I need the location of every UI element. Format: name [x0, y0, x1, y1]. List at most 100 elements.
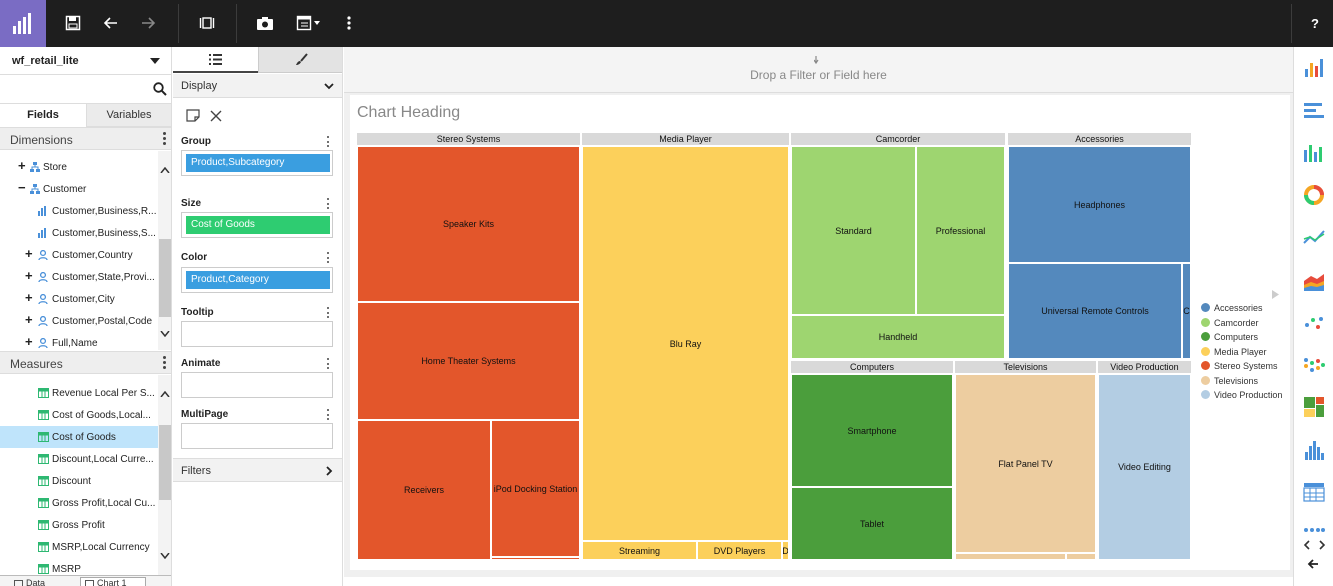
- legend-item[interactable]: Accessories: [1201, 303, 1263, 313]
- search-icon[interactable]: [153, 82, 167, 96]
- pie-chart-icon[interactable]: [1302, 183, 1326, 207]
- measure-item[interactable]: Discount,Local Curre...: [0, 448, 158, 470]
- chart-types-next-icon[interactable]: [1318, 540, 1326, 550]
- treemap-cell[interactable]: DVD Players: [697, 541, 782, 560]
- tab-query[interactable]: [173, 47, 258, 73]
- multipage-menu-icon[interactable]: [327, 409, 330, 420]
- more-chart-types-icon[interactable]: [1302, 525, 1326, 535]
- clear-icon[interactable]: [210, 110, 222, 122]
- dimensions-menu-icon[interactable]: [163, 132, 166, 145]
- treemap-cell[interactable]: Headphones: [1008, 146, 1191, 263]
- measure-item[interactable]: Cost of Goods,Local...: [0, 404, 158, 426]
- legend-item[interactable]: Stereo Systems: [1201, 361, 1278, 371]
- tree-item[interactable]: + Full,Name: [0, 332, 158, 351]
- tree-item[interactable]: + Customer,Postal,Code: [0, 310, 158, 332]
- treemap-cell[interactable]: [1066, 553, 1096, 560]
- more-options-icon[interactable]: [336, 10, 362, 36]
- treemap-cell[interactable]: [955, 553, 1066, 560]
- camera-icon[interactable]: [252, 10, 278, 36]
- measure-item[interactable]: MSRP: [0, 558, 158, 575]
- filter-drop-zone[interactable]: Drop a Filter or Field here: [344, 47, 1293, 93]
- tab-chart-1[interactable]: Chart 1: [80, 577, 146, 586]
- tooltip-menu-icon[interactable]: [327, 307, 330, 318]
- group-drop-zone[interactable]: Product,Subcategory: [181, 150, 333, 176]
- scroll-down-icon[interactable]: [160, 331, 170, 337]
- tooltip-drop-zone[interactable]: [181, 321, 333, 347]
- dimensions-scrollbar[interactable]: [158, 151, 171, 350]
- treemap-cell[interactable]: D: [782, 541, 789, 560]
- datasource-selector[interactable]: wf_retail_lite: [0, 47, 171, 75]
- measure-item[interactable]: Cost of Goods: [0, 426, 158, 448]
- undo-icon[interactable]: [98, 10, 124, 36]
- measure-item[interactable]: Gross Profit,Local Cu...: [0, 492, 158, 514]
- grid-table-icon[interactable]: [1302, 480, 1326, 504]
- measure-item[interactable]: Discount: [0, 470, 158, 492]
- treemap-cell[interactable]: iPod Docking Station: [491, 420, 580, 557]
- stacked-column-icon[interactable]: [1302, 140, 1326, 164]
- redo-icon[interactable]: [135, 10, 161, 36]
- group-menu-icon[interactable]: [327, 136, 330, 147]
- bar-chart-icon[interactable]: [1302, 99, 1326, 123]
- field-search-input[interactable]: [0, 76, 171, 102]
- scroll-up-icon[interactable]: [160, 167, 170, 173]
- treemap-cell[interactable]: C: [1182, 263, 1191, 359]
- treemap-cell[interactable]: Home Theater Systems: [357, 302, 580, 420]
- animate-drop-zone[interactable]: [181, 372, 333, 398]
- chart-heading[interactable]: Chart Heading: [357, 104, 461, 121]
- tree-item[interactable]: Customer,Business,R...: [0, 200, 158, 222]
- tree-item[interactable]: + Customer,City: [0, 288, 158, 310]
- treemap-cell[interactable]: Speaker Kits: [357, 146, 580, 302]
- dimensions-header[interactable]: Dimensions: [0, 127, 171, 150]
- measure-item[interactable]: MSRP,Local Currency: [0, 536, 158, 558]
- measures-scroll-thumb[interactable]: [159, 425, 171, 500]
- legend-item[interactable]: Camcorder: [1201, 317, 1259, 328]
- treemap-cell[interactable]: Smartphone: [791, 374, 953, 487]
- help-button[interactable]: ?: [1311, 15, 1319, 31]
- size-drop-zone[interactable]: Cost of Goods: [181, 212, 333, 238]
- treemap-cell[interactable]: Receivers: [357, 420, 491, 560]
- tab-variables[interactable]: Variables: [86, 103, 171, 127]
- multipage-drop-zone[interactable]: [181, 423, 333, 449]
- expand-icon[interactable]: +: [25, 312, 33, 327]
- color-menu-icon[interactable]: [327, 252, 330, 263]
- treemap-chart-icon[interactable]: [1302, 395, 1326, 419]
- measures-menu-icon[interactable]: [163, 356, 166, 369]
- treemap-cell[interactable]: Tablet: [791, 487, 953, 560]
- dimensions-scroll-thumb[interactable]: [159, 239, 171, 317]
- collapse-icon[interactable]: −: [18, 180, 26, 195]
- tab-format[interactable]: [258, 47, 342, 73]
- chart-types-prev-icon[interactable]: [1303, 540, 1311, 550]
- legend-item[interactable]: Video Production: [1201, 390, 1282, 400]
- tree-item[interactable]: + Customer,Country: [0, 244, 158, 266]
- animate-menu-icon[interactable]: [327, 358, 330, 369]
- tab-data[interactable]: Data: [14, 578, 45, 586]
- treemap-cell[interactable]: Handheld: [791, 315, 1005, 359]
- scroll-down-icon[interactable]: [160, 553, 170, 559]
- treemap-cell[interactable]: Standard: [791, 146, 916, 315]
- measure-item[interactable]: Revenue Local Per S...: [0, 382, 158, 404]
- legend-item[interactable]: Media Player: [1201, 346, 1267, 357]
- group-field-pill[interactable]: Product,Subcategory: [186, 154, 330, 172]
- histogram-icon[interactable]: [1302, 438, 1326, 462]
- line-chart-icon[interactable]: [1302, 225, 1326, 249]
- treemap-cell[interactable]: Professional: [916, 146, 1005, 315]
- chart-options-dropdown-icon[interactable]: [294, 10, 324, 36]
- treemap-cell[interactable]: Blu Ray: [582, 146, 789, 541]
- measures-header[interactable]: Measures: [0, 351, 171, 374]
- expand-icon[interactable]: +: [18, 158, 26, 173]
- filters-section-header[interactable]: Filters: [173, 458, 342, 482]
- expand-icon[interactable]: +: [25, 334, 33, 349]
- treemap-cell[interactable]: Universal Remote Controls: [1008, 263, 1182, 359]
- measure-item[interactable]: Gross Profit: [0, 514, 158, 536]
- legend-item[interactable]: Televisions: [1201, 375, 1258, 386]
- color-drop-zone[interactable]: Product,Category: [181, 267, 333, 293]
- treemap-cell[interactable]: Flat Panel TV: [955, 374, 1096, 553]
- expand-icon[interactable]: +: [25, 268, 33, 283]
- collapse-arrow-icon[interactable]: [1307, 559, 1319, 569]
- legend-item[interactable]: Computers: [1201, 332, 1258, 342]
- tree-item[interactable]: Customer,Business,S...: [0, 222, 158, 244]
- legend-page-arrow-icon[interactable]: [1272, 290, 1279, 299]
- note-icon[interactable]: [186, 109, 200, 122]
- app-logo-icon[interactable]: [0, 0, 46, 47]
- scatter-chart-icon[interactable]: [1302, 311, 1326, 335]
